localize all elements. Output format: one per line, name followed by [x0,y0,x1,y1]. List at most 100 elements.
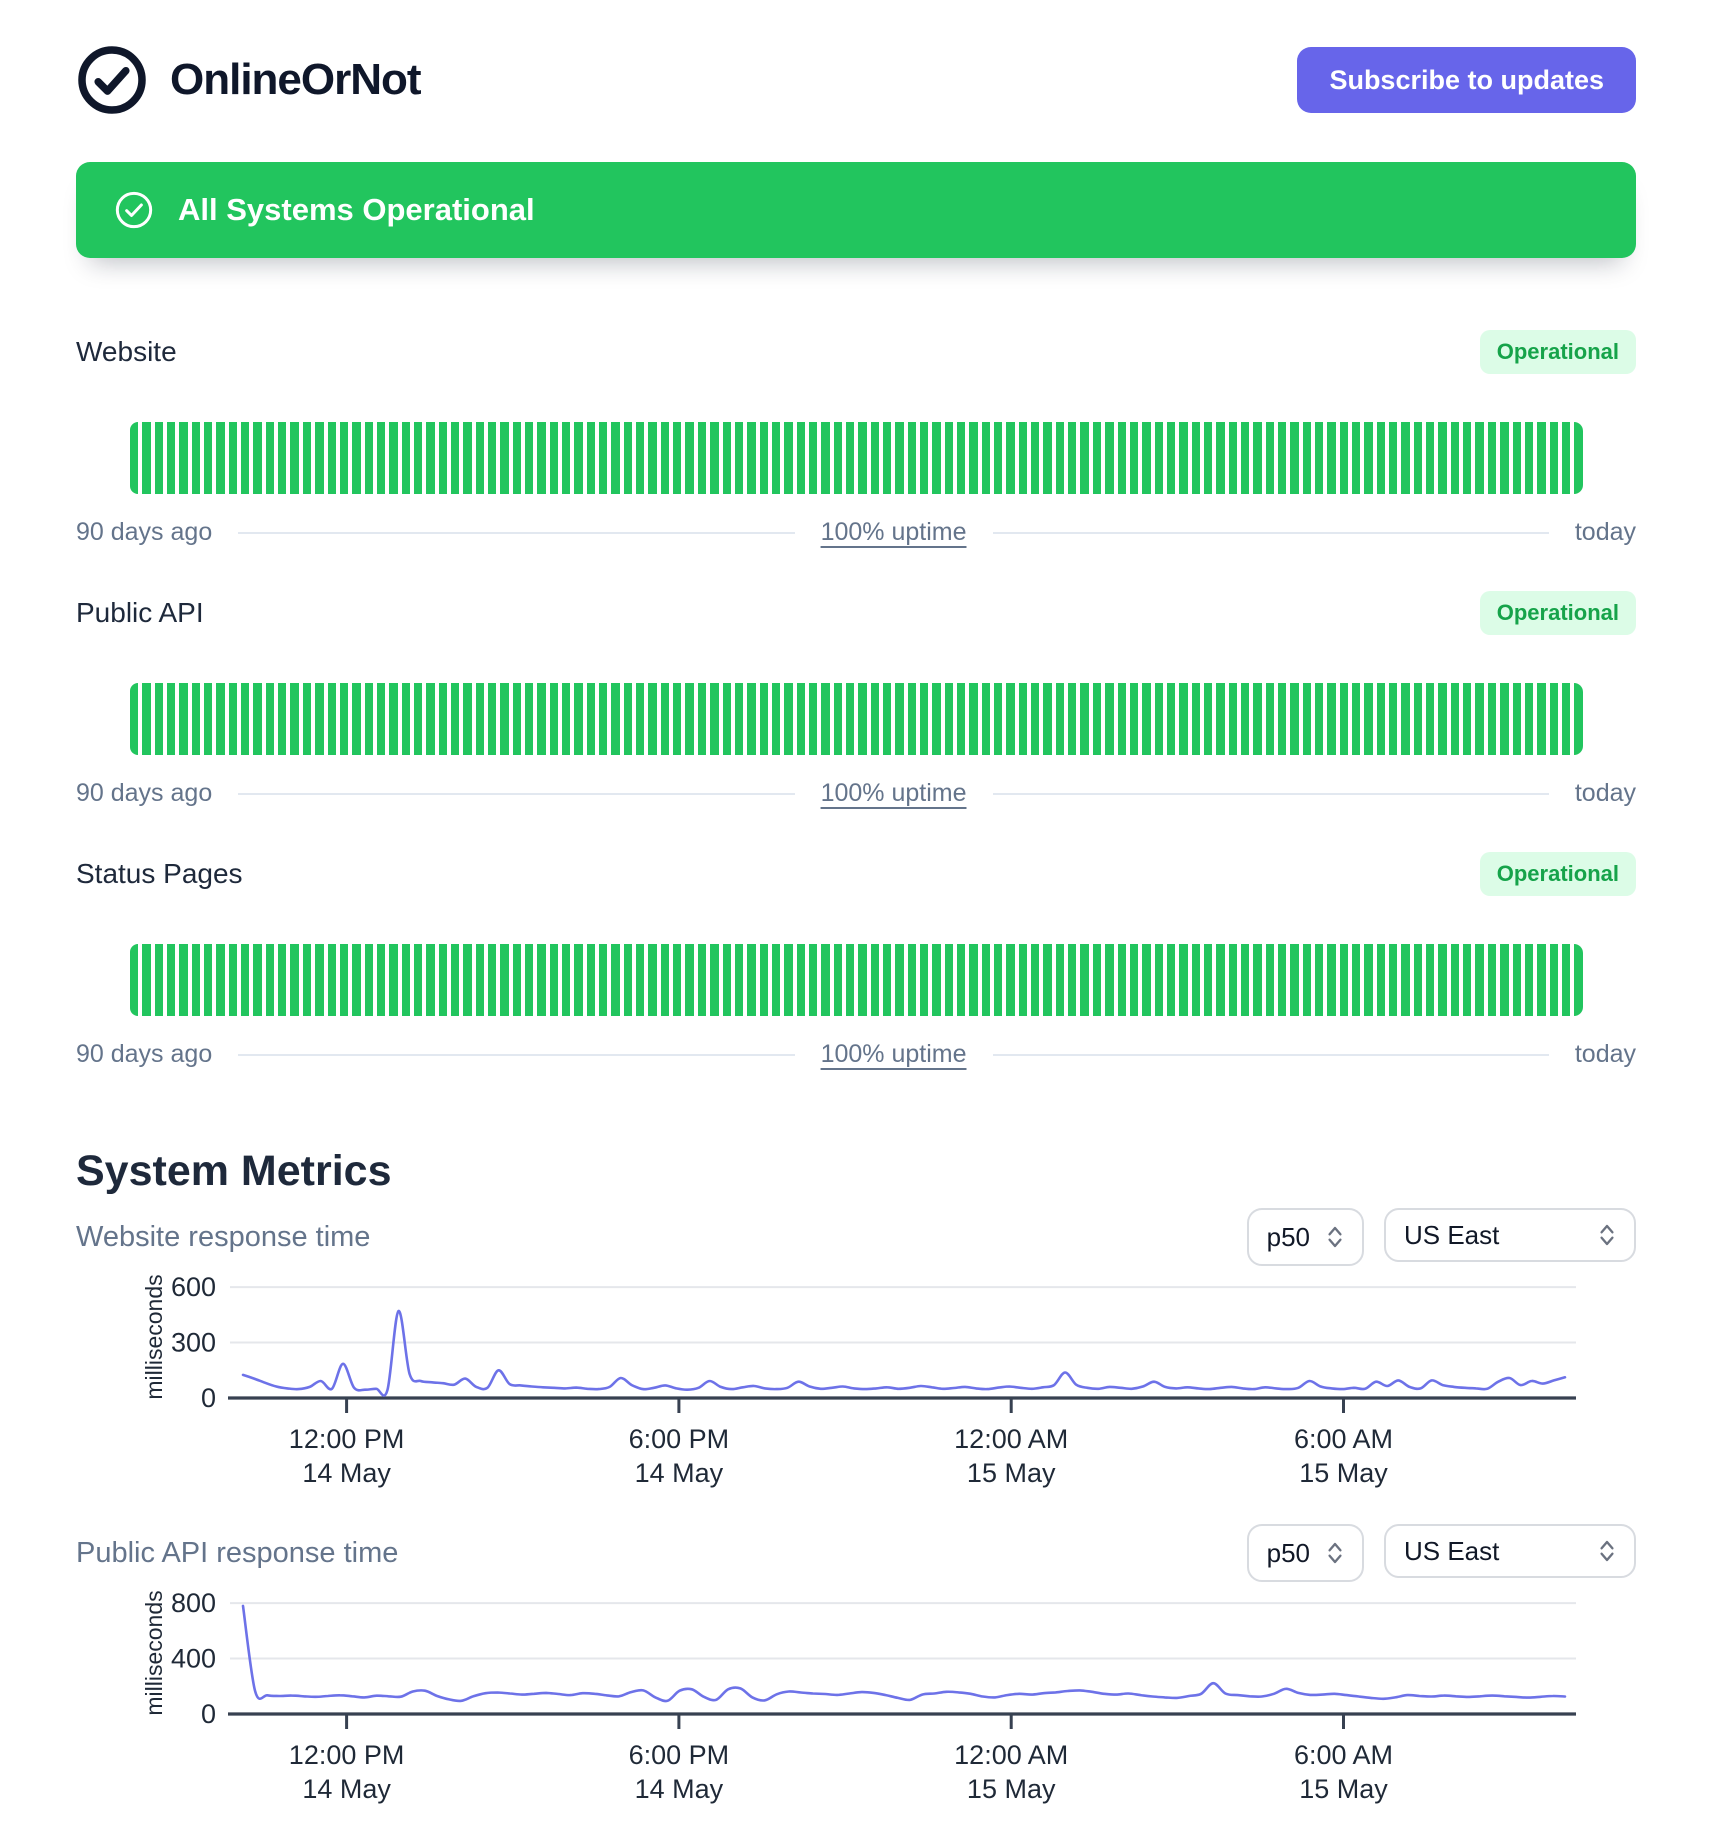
uptime-bar[interactable] [549,683,559,755]
uptime-bar[interactable] [1463,683,1472,755]
uptime-bar[interactable] [1302,422,1311,494]
uptime-bar[interactable] [660,422,670,494]
uptime-bar[interactable] [537,944,546,1016]
uptime-bar[interactable] [648,683,657,755]
uptime-bar[interactable] [1438,422,1447,494]
uptime-bar[interactable] [463,683,472,755]
uptime-bar[interactable] [969,422,978,494]
uptime-bar[interactable] [833,422,842,494]
uptime-bar[interactable] [1006,683,1015,755]
uptime-bar[interactable] [228,944,238,1016]
uptime-bar[interactable] [685,683,694,755]
uptime-bar[interactable] [1327,422,1336,494]
uptime-bar[interactable] [808,944,818,1016]
uptime-bar[interactable] [845,422,855,494]
uptime-bar[interactable] [1277,944,1287,1016]
uptime-bar[interactable] [796,422,805,494]
uptime-bar[interactable] [1537,944,1546,1016]
uptime-bar[interactable] [315,944,324,1016]
uptime-bar[interactable] [265,683,275,755]
uptime-bar[interactable] [1191,944,1200,1016]
uptime-bar[interactable] [1080,422,1089,494]
uptime-bar[interactable] [191,422,201,494]
uptime-bar[interactable] [1426,944,1435,1016]
uptime-bar[interactable] [994,422,1003,494]
uptime-bar[interactable] [1068,422,1077,494]
uptime-bar[interactable] [364,422,373,494]
uptime-bar[interactable] [1339,944,1349,1016]
uptime-bar[interactable] [920,944,929,1016]
uptime-bar[interactable] [1352,683,1361,755]
uptime-bar[interactable] [204,683,213,755]
uptime-bar[interactable] [1043,683,1052,755]
uptime-bar[interactable] [994,944,1003,1016]
uptime-bar[interactable] [1364,683,1373,755]
uptime-bar[interactable] [981,422,991,494]
uptime-bar[interactable] [1006,944,1015,1016]
uptime-bar[interactable] [599,683,608,755]
uptime-bar[interactable] [710,422,719,494]
uptime-bar[interactable] [216,422,225,494]
uptime-bar[interactable] [1105,422,1114,494]
uptime-bar[interactable] [228,683,238,755]
uptime-bar[interactable] [376,683,386,755]
uptime-bar[interactable] [438,683,447,755]
uptime-bar[interactable] [981,944,991,1016]
uptime-bar[interactable] [265,944,275,1016]
uptime-bar[interactable] [130,944,139,1016]
uptime-bar[interactable] [1031,944,1040,1016]
uptime-bar[interactable] [500,683,509,755]
uptime-bar[interactable] [685,422,694,494]
uptime-bar[interactable] [932,683,941,755]
uptime-bar[interactable] [1105,683,1114,755]
uptime-bar[interactable] [1389,422,1398,494]
uptime-bar[interactable] [1376,944,1386,1016]
uptime-bar[interactable] [389,683,398,755]
uptime-bar[interactable] [660,944,670,1016]
uptime-bar[interactable] [204,944,213,1016]
uptime-bar[interactable] [278,422,287,494]
uptime-bar[interactable] [932,422,941,494]
uptime-bar[interactable] [1389,944,1398,1016]
uptime-bar[interactable] [1216,422,1225,494]
region-select[interactable]: US East [1384,1524,1636,1578]
uptime-bar[interactable] [1561,422,1571,494]
uptime-bar[interactable] [1475,944,1484,1016]
uptime-bar[interactable] [1500,683,1509,755]
uptime-bar[interactable] [796,683,805,755]
uptime-bar[interactable] [253,944,262,1016]
uptime-bar[interactable] [1475,422,1484,494]
uptime-bar[interactable] [253,683,262,755]
uptime-bar[interactable] [438,944,447,1016]
uptime-bar[interactable] [734,683,744,755]
uptime-bar[interactable] [710,683,719,755]
uptime-bar[interactable] [1450,944,1460,1016]
uptime-bar[interactable] [1006,422,1015,494]
uptime-bar[interactable] [1031,683,1040,755]
uptime-bar[interactable] [290,944,299,1016]
uptime-bar[interactable] [1154,422,1163,494]
uptime-bar[interactable] [1574,422,1583,494]
uptime-bar[interactable] [957,944,966,1016]
uptime-bar[interactable] [969,944,978,1016]
uptime-bar[interactable] [401,683,410,755]
uptime-bar[interactable] [1154,944,1163,1016]
uptime-bar[interactable] [784,683,793,755]
uptime-bar[interactable] [734,422,744,494]
uptime-bar[interactable] [611,683,620,755]
uptime-bar[interactable] [611,422,620,494]
uptime-percent-link[interactable]: 100% uptime [820,1040,967,1068]
uptime-bar[interactable] [327,683,336,755]
uptime-bar[interactable] [1500,944,1509,1016]
uptime-bar[interactable] [339,944,349,1016]
uptime-bar[interactable] [994,683,1003,755]
uptime-bar[interactable] [957,422,966,494]
uptime-bar[interactable] [895,422,904,494]
uptime-bar[interactable] [1512,944,1521,1016]
uptime-bar[interactable] [130,683,139,755]
uptime-bar[interactable] [315,422,324,494]
uptime-bar[interactable] [253,422,262,494]
uptime-bar[interactable] [858,422,867,494]
uptime-bar[interactable] [1537,422,1546,494]
uptime-bar[interactable] [1265,422,1274,494]
